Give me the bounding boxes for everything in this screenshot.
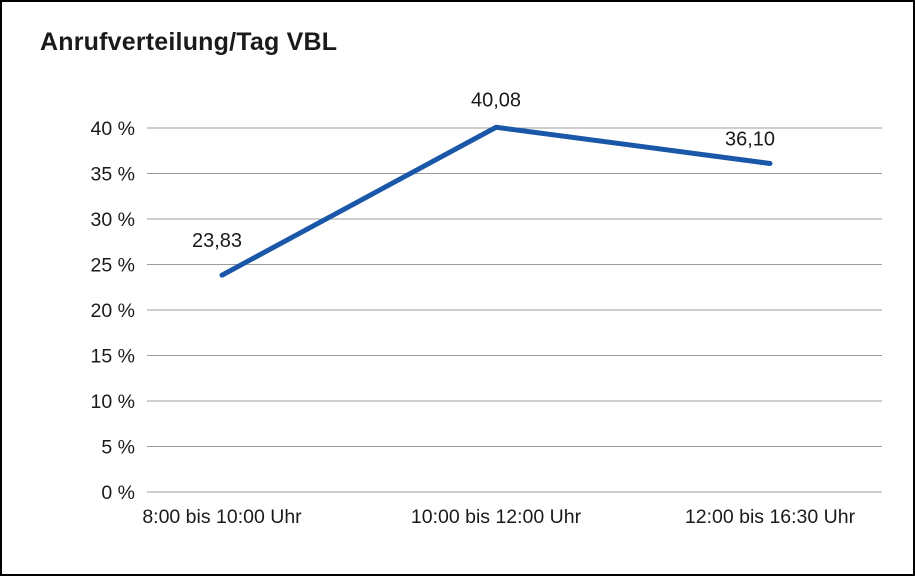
- y-axis-tick-label: 5 %: [101, 437, 135, 459]
- data-point-label: 23,83: [192, 230, 242, 252]
- x-axis-tick-label: 12:00 bis 16:30 Uhr: [685, 506, 856, 528]
- x-axis-tick-label: 10:00 bis 12:00 Uhr: [411, 506, 582, 528]
- y-axis-tick-label: 15 %: [91, 346, 135, 368]
- y-axis-tick-label: 25 %: [91, 255, 135, 277]
- x-axis-tick-label: 8:00 bis 10:00 Uhr: [142, 506, 302, 528]
- y-axis-tick-label: 0 %: [101, 482, 135, 504]
- data-point-label: 40,08: [471, 89, 521, 111]
- y-axis-tick-label: 30 %: [91, 209, 135, 231]
- data-line: [219, 124, 773, 278]
- data-point-label: 36,10: [725, 128, 775, 150]
- y-axis-tick-label: 20 %: [91, 300, 135, 322]
- y-axis-tick-label: 10 %: [91, 391, 135, 413]
- y-axis-tick-label: 35 %: [91, 164, 135, 186]
- chart-title: Anrufverteilung/Tag VBL: [40, 28, 338, 56]
- y-axis-tick-label: 40 %: [91, 118, 135, 140]
